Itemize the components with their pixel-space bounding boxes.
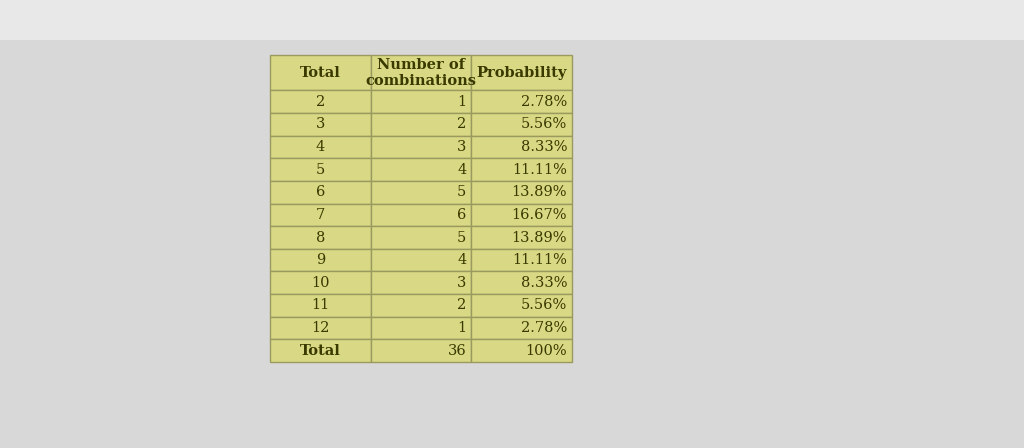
Bar xyxy=(371,226,471,249)
Bar xyxy=(270,90,371,113)
Text: 8: 8 xyxy=(315,231,325,245)
Bar xyxy=(471,317,572,340)
Bar xyxy=(270,226,371,249)
Text: 8.33%: 8.33% xyxy=(520,140,567,154)
Text: 3: 3 xyxy=(457,140,466,154)
Bar xyxy=(371,90,471,113)
Bar xyxy=(270,249,371,271)
Bar xyxy=(0,0,1024,40)
Bar xyxy=(0,40,170,448)
Text: 16.67%: 16.67% xyxy=(512,208,567,222)
Text: 4: 4 xyxy=(315,140,325,154)
Text: 2.78%: 2.78% xyxy=(521,95,567,109)
Text: 7: 7 xyxy=(315,208,325,222)
Text: 9: 9 xyxy=(315,253,325,267)
Text: 100%: 100% xyxy=(525,344,567,358)
Bar xyxy=(471,158,572,181)
Bar xyxy=(270,55,371,90)
Text: 13.89%: 13.89% xyxy=(512,185,567,199)
Bar xyxy=(371,203,471,226)
Bar xyxy=(471,55,572,90)
Bar xyxy=(270,340,371,362)
Bar xyxy=(270,317,371,340)
Bar xyxy=(471,203,572,226)
Bar xyxy=(371,249,471,271)
Text: 2: 2 xyxy=(315,95,325,109)
Text: 5: 5 xyxy=(457,231,466,245)
Bar xyxy=(471,249,572,271)
Text: Total: Total xyxy=(300,66,341,80)
Text: 1: 1 xyxy=(457,95,466,109)
Text: Total: Total xyxy=(300,344,341,358)
Text: 5: 5 xyxy=(457,185,466,199)
Bar xyxy=(371,113,471,136)
Text: 11.11%: 11.11% xyxy=(512,253,567,267)
Text: 13.89%: 13.89% xyxy=(512,231,567,245)
Text: Probability: Probability xyxy=(476,66,567,80)
Text: 11: 11 xyxy=(311,298,330,312)
Text: 1: 1 xyxy=(457,321,466,335)
Bar xyxy=(371,340,471,362)
Text: 2: 2 xyxy=(457,298,466,312)
Text: 8.33%: 8.33% xyxy=(520,276,567,290)
Bar xyxy=(371,294,471,317)
Bar xyxy=(471,294,572,317)
Bar xyxy=(371,271,471,294)
Bar xyxy=(471,181,572,203)
Text: 11.11%: 11.11% xyxy=(512,163,567,177)
Text: 36: 36 xyxy=(447,344,466,358)
Bar xyxy=(371,136,471,158)
Text: 2: 2 xyxy=(457,117,466,131)
Text: 6: 6 xyxy=(457,208,466,222)
Text: 4: 4 xyxy=(457,253,466,267)
Text: 5: 5 xyxy=(315,163,325,177)
Text: 4: 4 xyxy=(457,163,466,177)
Bar xyxy=(471,271,572,294)
Bar xyxy=(270,271,371,294)
Text: 5.56%: 5.56% xyxy=(521,117,567,131)
Bar xyxy=(471,136,572,158)
Bar xyxy=(270,158,371,181)
Bar xyxy=(371,158,471,181)
Bar xyxy=(371,181,471,203)
Text: 5.56%: 5.56% xyxy=(521,298,567,312)
Text: 2.78%: 2.78% xyxy=(521,321,567,335)
Bar xyxy=(270,113,371,136)
Bar xyxy=(471,340,572,362)
Bar xyxy=(270,294,371,317)
Bar xyxy=(270,136,371,158)
Text: 12: 12 xyxy=(311,321,330,335)
Text: 10: 10 xyxy=(311,276,330,290)
Text: 6: 6 xyxy=(315,185,325,199)
Text: 3: 3 xyxy=(457,276,466,290)
Bar xyxy=(471,90,572,113)
Bar xyxy=(471,226,572,249)
Bar xyxy=(471,113,572,136)
Text: Number of
combinations: Number of combinations xyxy=(366,58,476,88)
Bar xyxy=(371,317,471,340)
Bar xyxy=(371,55,471,90)
Bar xyxy=(270,181,371,203)
Text: 3: 3 xyxy=(315,117,325,131)
Bar xyxy=(270,203,371,226)
